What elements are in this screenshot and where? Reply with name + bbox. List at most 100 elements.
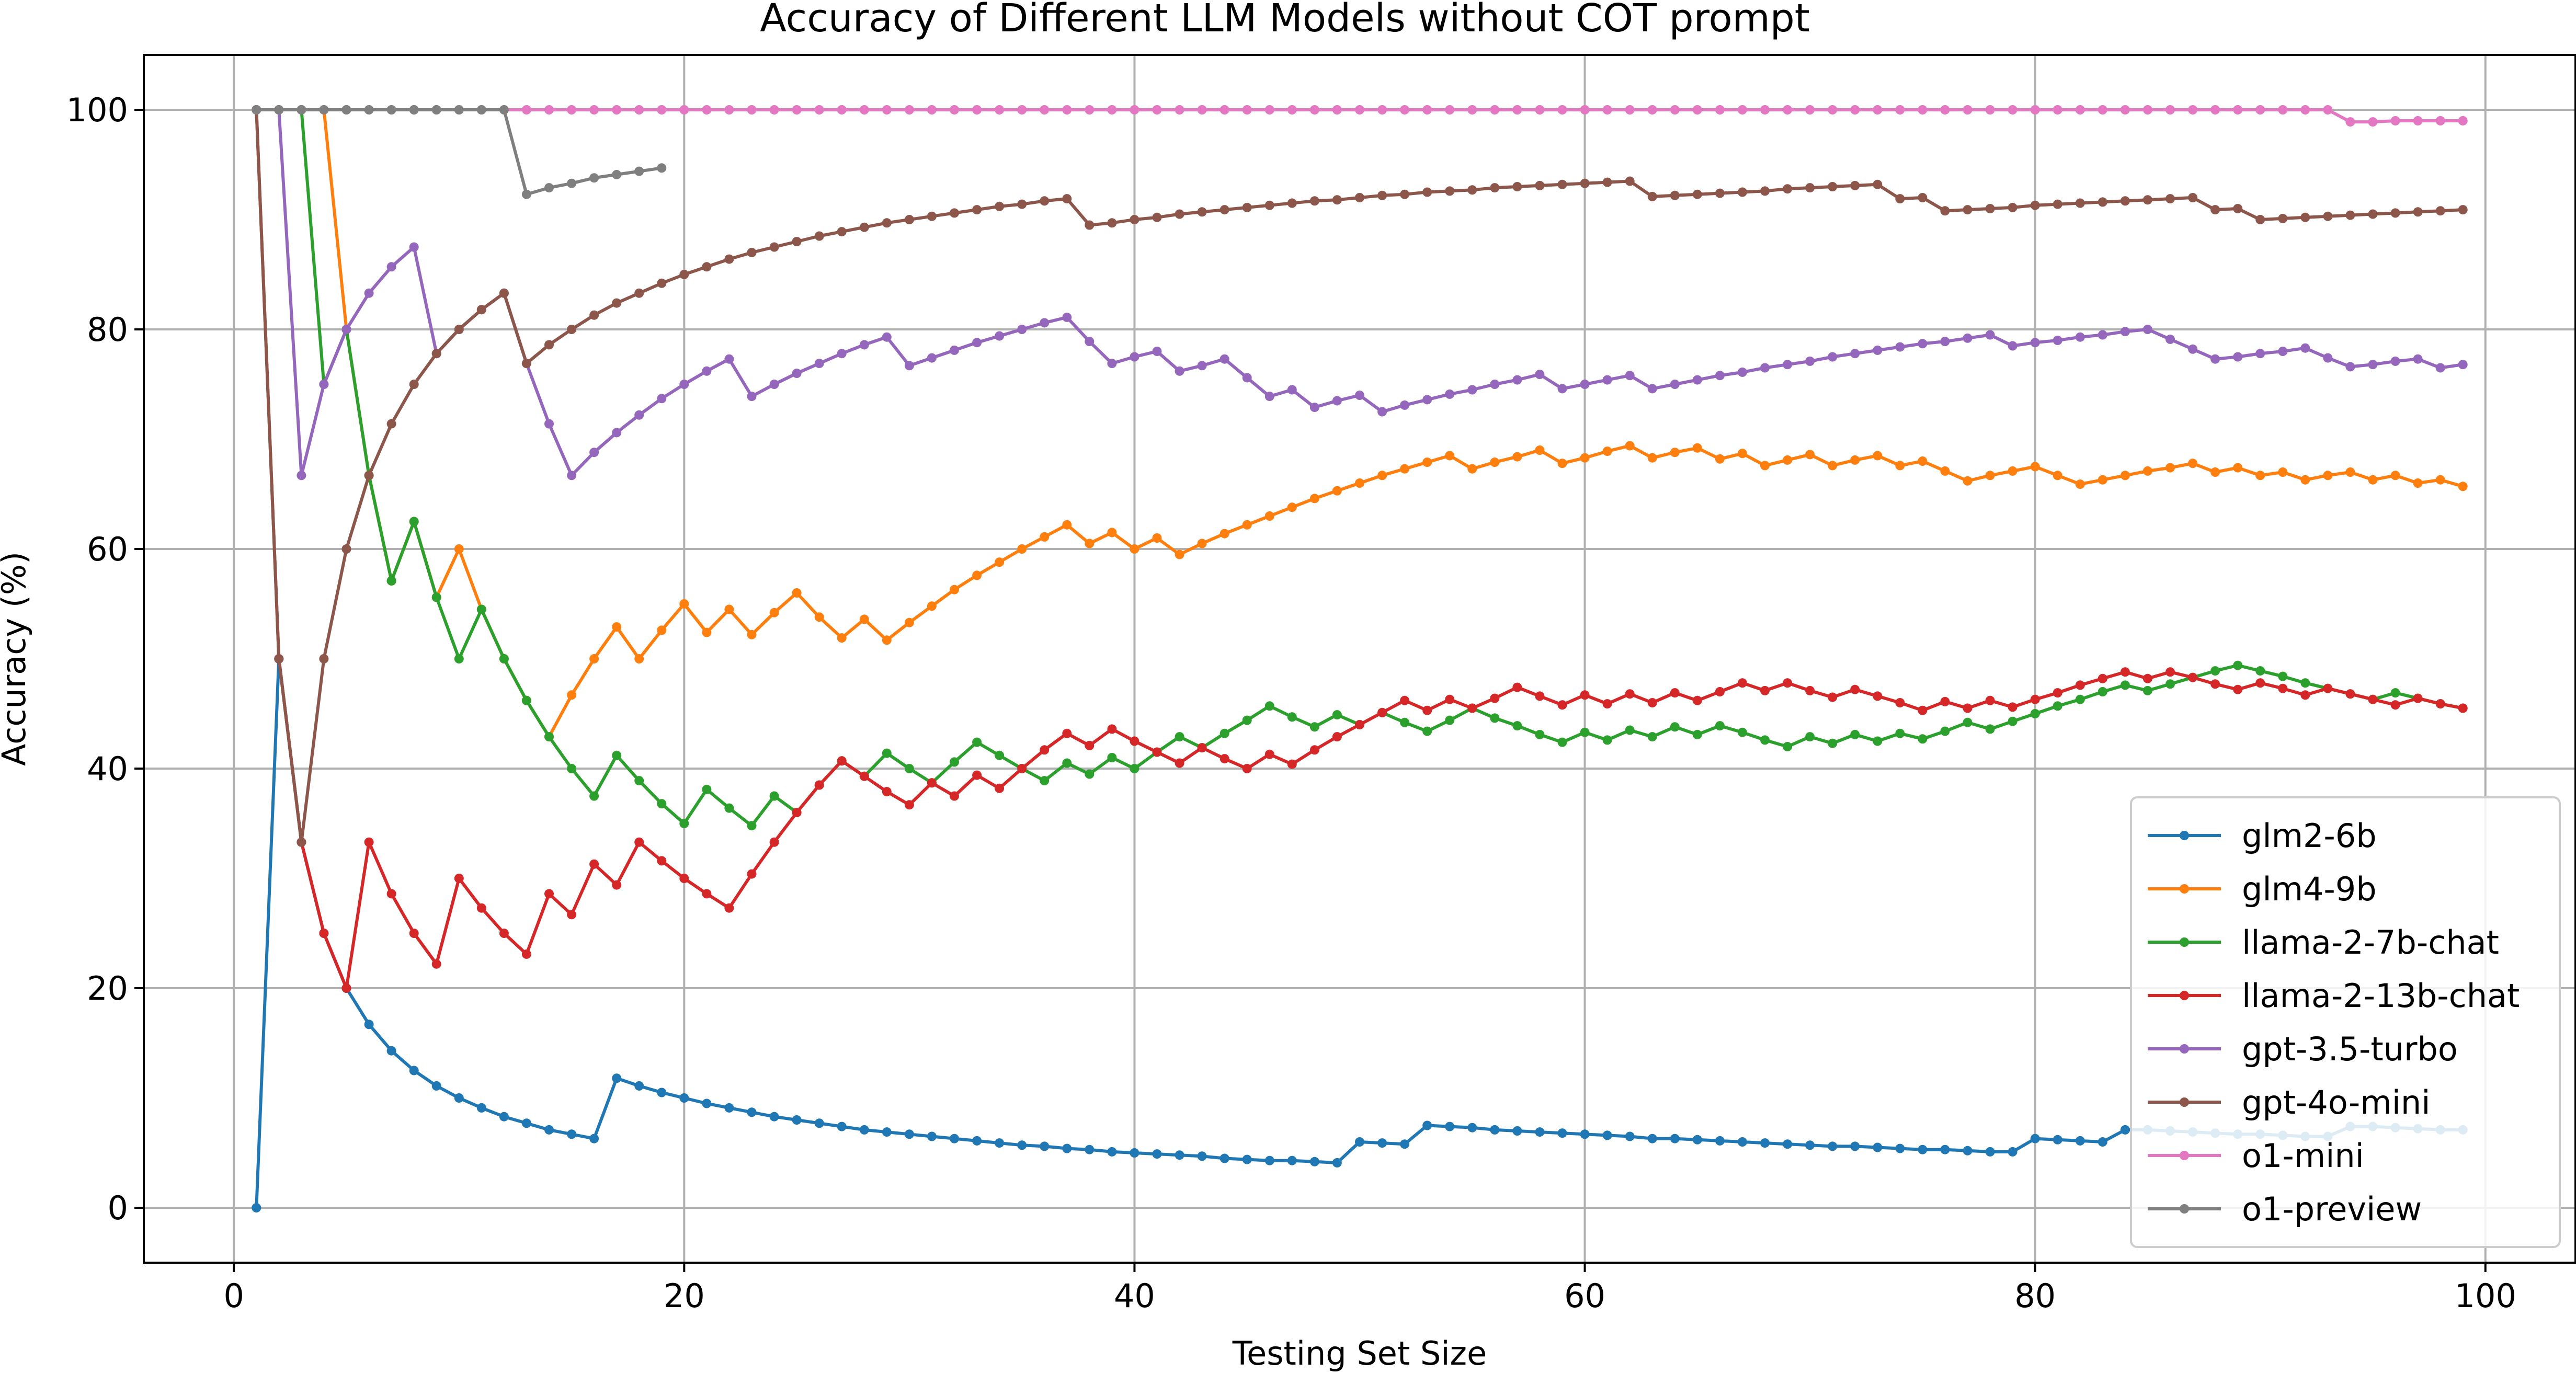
series-line bbox=[255, 108, 2465, 739]
data-point bbox=[544, 732, 554, 742]
data-point bbox=[972, 1136, 982, 1146]
data-point bbox=[1760, 363, 1770, 373]
data-point bbox=[431, 105, 441, 115]
data-point bbox=[927, 601, 937, 611]
data-point bbox=[1264, 749, 1274, 759]
data-point bbox=[1107, 218, 1117, 228]
data-point bbox=[386, 1046, 396, 1056]
data-point bbox=[1647, 1134, 1657, 1143]
series-line bbox=[255, 108, 2465, 828]
data-point bbox=[2075, 332, 2085, 342]
data-point bbox=[904, 800, 914, 810]
data-point bbox=[274, 105, 284, 115]
data-point bbox=[724, 604, 734, 614]
legend-swatch-marker bbox=[2180, 884, 2189, 894]
data-point bbox=[904, 105, 914, 115]
data-point bbox=[521, 695, 531, 705]
data-point bbox=[319, 380, 329, 389]
data-point bbox=[1445, 451, 1455, 461]
legend-item: o1-mini bbox=[2148, 1137, 2364, 1175]
data-point bbox=[1490, 1125, 1500, 1135]
data-point bbox=[882, 787, 892, 797]
data-point bbox=[341, 325, 351, 334]
data-point bbox=[1445, 389, 1455, 399]
data-point bbox=[1692, 695, 1702, 705]
data-point bbox=[612, 880, 622, 890]
data-point bbox=[1895, 342, 1905, 352]
data-point bbox=[1107, 753, 1117, 762]
data-point bbox=[972, 105, 982, 115]
data-point bbox=[2053, 471, 2062, 480]
data-point bbox=[1602, 375, 1612, 385]
data-point bbox=[657, 105, 667, 115]
data-point bbox=[859, 105, 869, 115]
data-point bbox=[927, 778, 937, 788]
data-point bbox=[1828, 105, 1838, 115]
data-point bbox=[521, 189, 531, 199]
data-point bbox=[1895, 105, 1905, 115]
data-point bbox=[1400, 695, 1410, 705]
data-point bbox=[319, 929, 329, 938]
data-point bbox=[769, 105, 779, 115]
data-point bbox=[612, 750, 622, 760]
data-point bbox=[972, 737, 982, 747]
data-point bbox=[1760, 461, 1770, 471]
data-point bbox=[1737, 105, 1747, 115]
data-point bbox=[1422, 187, 1432, 197]
data-point bbox=[2053, 105, 2062, 115]
data-point bbox=[657, 856, 667, 866]
data-point bbox=[814, 612, 824, 622]
data-point bbox=[1467, 185, 1477, 195]
data-point bbox=[1828, 352, 1838, 362]
data-point bbox=[837, 105, 847, 115]
data-point bbox=[724, 254, 734, 264]
data-point bbox=[1580, 380, 1590, 389]
data-point bbox=[1512, 682, 1522, 692]
legend-item: o1-preview bbox=[2148, 1190, 2422, 1228]
data-point bbox=[1647, 732, 1657, 742]
data-point bbox=[2075, 680, 2085, 690]
data-point bbox=[702, 105, 712, 115]
data-point bbox=[814, 1118, 824, 1128]
legend: glm2-6b glm4-9b llama-2-7b-chat llama-2-13b… bbox=[2130, 796, 2561, 1248]
legend-item: llama-2-7b-chat bbox=[2148, 923, 2499, 962]
data-point bbox=[837, 633, 847, 643]
data-point bbox=[431, 959, 441, 969]
data-point bbox=[297, 837, 306, 847]
data-point bbox=[2098, 673, 2107, 683]
data-point bbox=[1963, 205, 1973, 215]
data-point bbox=[702, 262, 712, 272]
data-point bbox=[1400, 464, 1410, 474]
data-point bbox=[2030, 709, 2040, 718]
data-point bbox=[1828, 1141, 1838, 1151]
data-point bbox=[2008, 702, 2018, 712]
data-point bbox=[1805, 183, 1815, 193]
data-point bbox=[1400, 189, 1410, 199]
data-point bbox=[1873, 345, 1883, 355]
data-point bbox=[904, 215, 914, 224]
data-point bbox=[634, 837, 644, 847]
data-point bbox=[702, 366, 712, 376]
data-point bbox=[1985, 471, 1995, 480]
data-point bbox=[1737, 449, 1747, 459]
data-point bbox=[1152, 212, 1162, 222]
legend-label: llama-2-7b-chat bbox=[2242, 923, 2499, 962]
data-point bbox=[1040, 745, 1050, 755]
legend-swatch-marker bbox=[2180, 831, 2189, 840]
data-point bbox=[657, 163, 667, 173]
data-point bbox=[1309, 196, 1319, 206]
data-point bbox=[1309, 403, 1319, 413]
data-point bbox=[2142, 325, 2152, 334]
data-point bbox=[1445, 694, 1455, 704]
data-point bbox=[2188, 105, 2198, 115]
chart-title: Accuracy of Different LLM Models without… bbox=[760, 0, 1810, 41]
data-point bbox=[1580, 178, 1590, 188]
data-point bbox=[1715, 687, 1725, 696]
data-point bbox=[2390, 471, 2400, 480]
data-point bbox=[2075, 1136, 2085, 1146]
data-point bbox=[2345, 117, 2355, 127]
data-point bbox=[747, 1107, 757, 1117]
data-point bbox=[1895, 194, 1905, 204]
data-point bbox=[1062, 312, 1072, 322]
